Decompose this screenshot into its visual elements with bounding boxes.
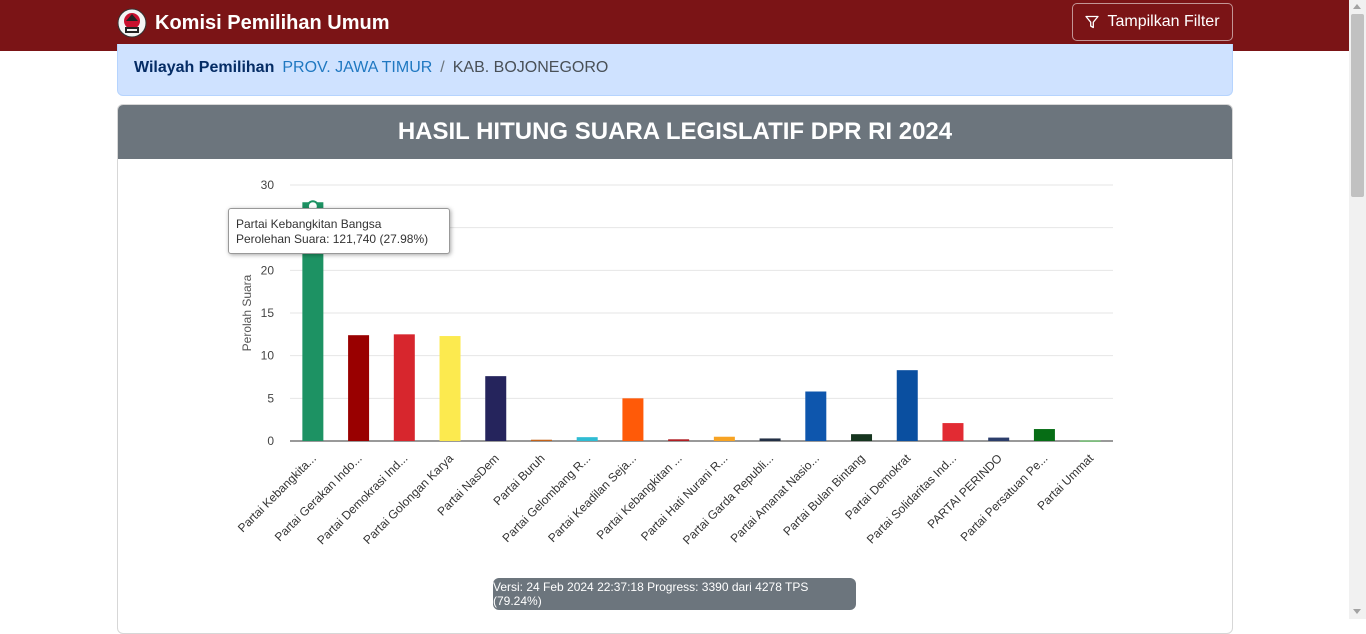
- chart-bar: [713, 436, 735, 441]
- scroll-down-icon[interactable]: [1353, 609, 1361, 614]
- chart-bar: [668, 439, 690, 441]
- app-title: Komisi Pemilihan Umum: [155, 11, 390, 34]
- filter-icon: [1085, 15, 1100, 29]
- x-tick-label: Partai Golongan Karya: [360, 451, 456, 547]
- x-tick-label: Partai Solidaritas Ind...: [864, 451, 959, 546]
- chart-bar: [530, 439, 552, 441]
- kpu-logo-icon: [117, 8, 147, 38]
- breadcrumb: Wilayah Pemilihan PROV. JAWA TIMUR / KAB…: [117, 44, 1233, 96]
- chart-bar: [988, 437, 1010, 441]
- x-tick-label: Partai Keadilan Seja...: [545, 451, 639, 545]
- breadcrumb-item-province[interactable]: PROV. JAWA TIMUR: [282, 59, 433, 76]
- y-tick-label: 10: [261, 349, 275, 363]
- x-tick-label: Partai Gerakan Indo...: [272, 451, 365, 544]
- y-axis-label: Perolah Suara: [240, 274, 254, 351]
- card-title: HASIL HITUNG SUARA LEGISLATIF DPR RI 202…: [118, 105, 1232, 159]
- chart-bar: [1079, 440, 1101, 442]
- chart-bar: [485, 376, 507, 441]
- breadcrumb-item-regency: KAB. BOJONEGORO: [452, 59, 609, 76]
- x-tick-label: Partai Kebangkitan ...: [594, 451, 685, 542]
- navbar: Komisi Pemilihan Umum Tampilkan Filter: [0, 0, 1349, 51]
- chart-bar: [1033, 429, 1055, 441]
- chart-bar: [896, 370, 918, 441]
- x-tick-label: Partai Kebangkita...: [235, 451, 319, 535]
- chart-bar: [942, 423, 964, 441]
- x-tick-label: Partai Gelombang R...: [499, 451, 593, 545]
- breadcrumb-separator: /: [440, 59, 445, 76]
- chart-bar: [576, 437, 598, 441]
- chart-bar: [439, 336, 461, 441]
- x-tick-label: Partai Amanat Nasio...: [728, 451, 822, 545]
- show-filter-label: Tampilkan Filter: [1107, 13, 1220, 30]
- breadcrumb-title: Wilayah Pemilihan: [134, 59, 275, 76]
- x-tick-label: Partai Bulan Bintang: [780, 451, 867, 538]
- chart-bar: [851, 434, 873, 441]
- y-tick-label: 15: [261, 306, 275, 320]
- chart-bar: [759, 438, 781, 441]
- chart-bar: [393, 334, 415, 441]
- scroll-up-icon[interactable]: [1353, 4, 1361, 9]
- version-badge: Versi: 24 Feb 2024 22:37:18 Progress: 33…: [493, 578, 856, 610]
- chart-bar: [805, 391, 827, 441]
- scrollbar-thumb[interactable]: [1351, 14, 1364, 197]
- x-tick-label: Partai Demokrasi Ind...: [314, 451, 410, 547]
- chart-bar: [302, 202, 324, 441]
- chart-tooltip: Partai Kebangkitan Bangsa Perolehan Suar…: [228, 208, 450, 254]
- x-tick-label: Partai Garda Republi...: [680, 451, 776, 547]
- y-tick-label: 0: [267, 434, 274, 448]
- show-filter-button[interactable]: Tampilkan Filter: [1072, 3, 1233, 41]
- x-tick-label: Partai Hati Nurani R...: [638, 451, 730, 543]
- chart-bar: [348, 335, 370, 441]
- tooltip-vote-value: Perolehan Suara: 121,740 (27.98%): [236, 232, 429, 246]
- y-tick-label: 30: [261, 178, 275, 192]
- y-tick-label: 5: [267, 391, 274, 405]
- chart-bar: [622, 398, 644, 441]
- brand[interactable]: Komisi Pemilihan Umum: [117, 7, 390, 39]
- y-tick-label: 20: [261, 263, 275, 277]
- x-tick-label: Partai Persatuan Pe...: [958, 451, 1051, 544]
- tooltip-party-name: Partai Kebangkitan Bangsa: [236, 217, 382, 231]
